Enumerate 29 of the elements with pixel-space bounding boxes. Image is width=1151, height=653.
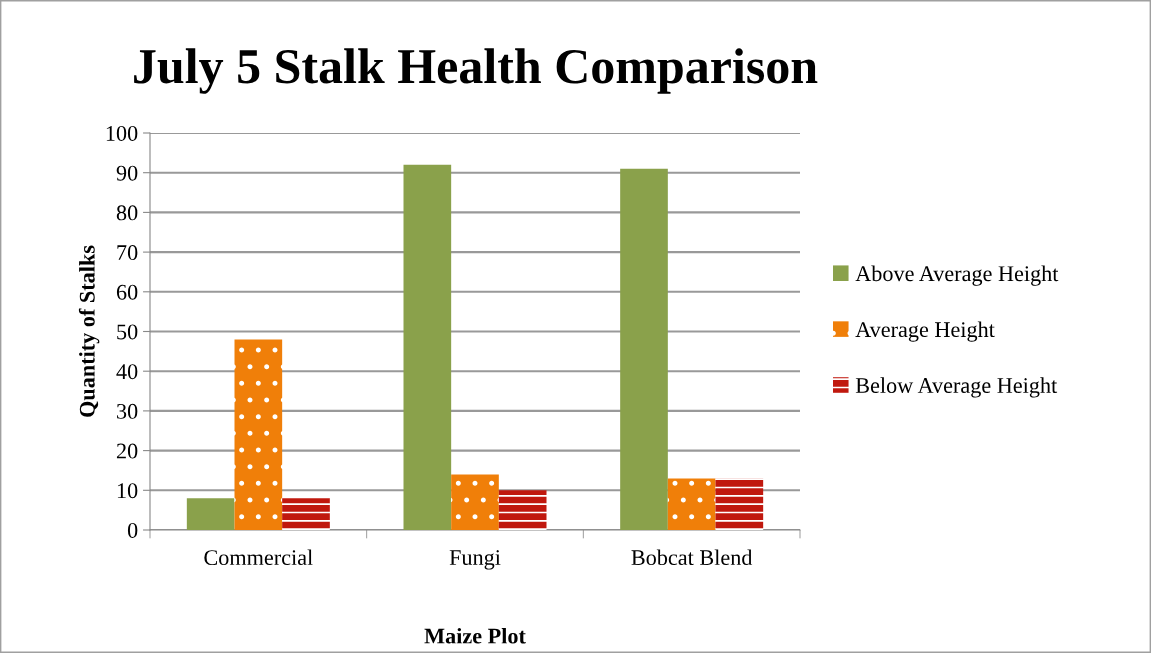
bar bbox=[234, 339, 283, 530]
bar bbox=[498, 490, 547, 530]
legend-label: Above Average Height bbox=[855, 265, 1059, 286]
y-tick-label: 90 bbox=[116, 165, 138, 181]
bar bbox=[620, 168, 668, 530]
x-axis-title: Maize Plot bbox=[424, 627, 526, 644]
y-tick-label: 80 bbox=[116, 205, 138, 221]
y-axis-title: Quantity of Stalks bbox=[78, 245, 100, 417]
y-tick-label: 100 bbox=[106, 125, 138, 141]
bar bbox=[282, 498, 330, 530]
y-tick-label: 70 bbox=[117, 245, 138, 261]
y-tick-label: 20 bbox=[116, 443, 138, 459]
bar bbox=[186, 498, 235, 530]
bar bbox=[451, 474, 499, 530]
legend-label: Average Height bbox=[855, 321, 995, 342]
chart-title: July 5 Stalk Health Comparison bbox=[134, 48, 818, 94]
x-tick-label: Bobcat Blend bbox=[631, 549, 753, 566]
y-tick-label: 60 bbox=[116, 284, 138, 300]
bar bbox=[667, 478, 716, 530]
y-tick-label: 30 bbox=[117, 403, 138, 419]
y-tick-label: 40 bbox=[116, 364, 138, 380]
x-tick-label: Fungi bbox=[449, 550, 501, 570]
bar bbox=[715, 478, 764, 530]
y-tick-label: 10 bbox=[117, 483, 138, 499]
x-tick-label: Commercial bbox=[204, 549, 313, 566]
y-tick-label: 0 bbox=[127, 522, 138, 538]
y-tick-label: 50 bbox=[117, 324, 138, 340]
bar bbox=[403, 164, 452, 530]
legend-label: Below Average Height bbox=[855, 377, 1058, 398]
